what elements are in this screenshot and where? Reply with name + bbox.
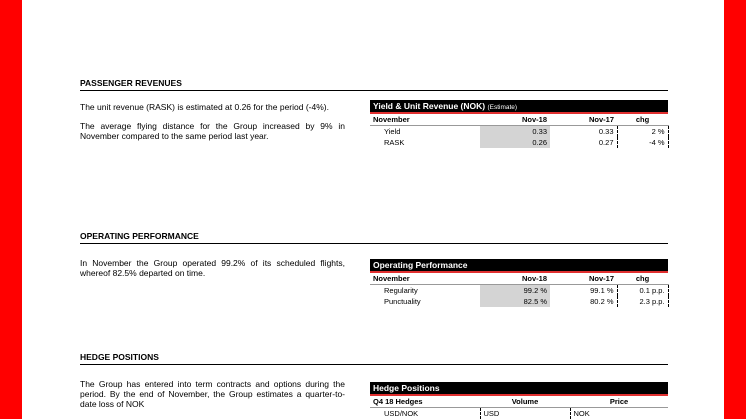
table-title-text: Hedge Positions [373,383,440,393]
column-header: Nov-18 [480,114,550,126]
column-header: Q4 18 Hedges [370,396,480,408]
paragraph-block: The Group has entered into term contract… [80,379,345,418]
table-row: RASK 0.26 0.27 -4 % [370,137,669,148]
table-cell: USD [479,407,571,419]
header-row: November Nov-18 Nov-17 chg [370,114,668,126]
column-header: Volume [480,396,570,408]
column-header: Nov-17 [550,273,617,285]
table-cell: 0.26 [480,137,550,148]
table-title: Hedge Positions [370,382,668,396]
left-border [0,0,22,419]
table-cell: 99.2 % [480,284,550,296]
column-header: November [370,114,480,126]
table-cell: 0.27 [598,138,614,147]
table-title: Yield & Unit Revenue (NOK) (Estimate) [370,100,668,114]
table-cell: 99.1 % [590,286,614,295]
paragraph: The unit revenue (RASK) is estimated at … [80,102,329,112]
section-title: PASSENGER REVENUES [80,78,668,91]
table-cell: Regularity [384,286,418,295]
table-title-text: Yield & Unit Revenue (NOK) [373,101,486,111]
column-header: Nov-17 [550,114,617,126]
table-cell: 2.3 p.p. [616,296,669,307]
table-row: Regularity 99.2 % 99.1 % 0.1 p.p. [370,284,669,296]
paragraph: The average flying distance for the Grou… [80,121,345,141]
data-table: Operating Performance November Nov-18 Nov-1… [370,259,669,307]
column-header: Price [570,396,668,408]
table-cell: RASK [384,138,405,147]
section-title: HEDGE POSITIONS [80,352,668,365]
paragraph-block: In November the Group operated 99.2% of … [80,258,345,287]
right-border [724,0,746,419]
table-row: Yield 0.33 0.33 2 % [370,125,669,137]
data-table: Hedge Positions Q4 18 Hedges Volume Price US… [370,382,668,419]
table: November Nov-18 Nov-17 chg Yield 0.33 0.33 2 % R… [370,114,669,148]
table-cell: Punctuality [384,297,421,306]
table-row: USD/NOK USD NOK [370,407,668,419]
paragraph: The Group has entered into term contract… [80,379,345,409]
table-cell: 0.33 [480,125,550,137]
column-header: chg [617,273,668,285]
table: Q4 18 Hedges Volume Price USD/NOK USD NOK [370,396,668,419]
column-header: November [370,273,480,285]
data-table: Yield & Unit Revenue (NOK) (Estimate) Nov… [370,100,669,148]
table-cell: NOK [573,409,590,418]
column-header: chg [617,114,668,126]
paragraph-block: The unit revenue (RASK) is estimated at … [80,102,345,150]
table-cell: 80.2 % [590,297,614,306]
header-row: Q4 18 Hedges Volume Price [370,396,668,408]
column-header: Nov-18 [480,273,550,285]
table-cell: 82.5 % [480,296,550,307]
header-row: November Nov-18 Nov-17 chg [370,273,668,285]
table-cell: USD/NOK [384,409,419,418]
table-cell: -4 % [616,137,669,148]
table-row: Punctuality 82.5 % 80.2 % 2.3 p.p. [370,296,669,307]
table-cell: 2 % [616,125,669,137]
table-title: Operating Performance [370,259,668,273]
table-cell: 0.1 p.p. [616,284,669,296]
paragraph: In November the Group operated 99.2% of … [80,258,345,278]
table-cell: Yield [384,127,401,136]
table-title-note: (Estimate) [487,104,518,111]
table-title-text: Operating Performance [373,260,468,270]
section-title: OPERATING PERFORMANCE [80,231,668,244]
table: November Nov-18 Nov-17 chg Regularity 99.2 % 9… [370,273,669,307]
table-cell: 0.33 [598,127,614,136]
